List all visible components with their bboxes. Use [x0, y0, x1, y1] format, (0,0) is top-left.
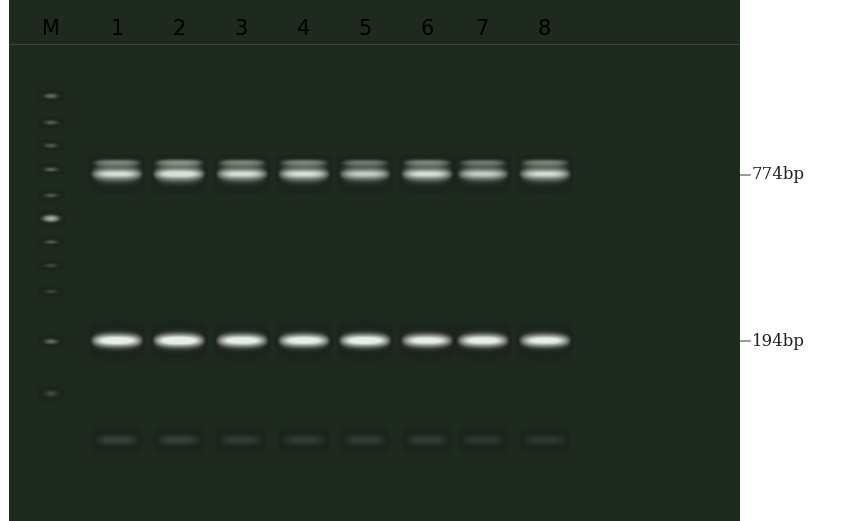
Text: 774bp: 774bp	[753, 166, 805, 183]
Text: 2: 2	[172, 19, 186, 39]
Text: 5: 5	[358, 19, 371, 39]
Text: 194bp: 194bp	[753, 333, 805, 350]
Text: 7: 7	[476, 19, 489, 39]
Text: 4: 4	[297, 19, 310, 39]
Text: 3: 3	[234, 19, 247, 39]
Text: 8: 8	[538, 19, 551, 39]
Text: 1: 1	[110, 19, 124, 39]
Text: 6: 6	[420, 19, 433, 39]
Text: M: M	[42, 19, 60, 39]
